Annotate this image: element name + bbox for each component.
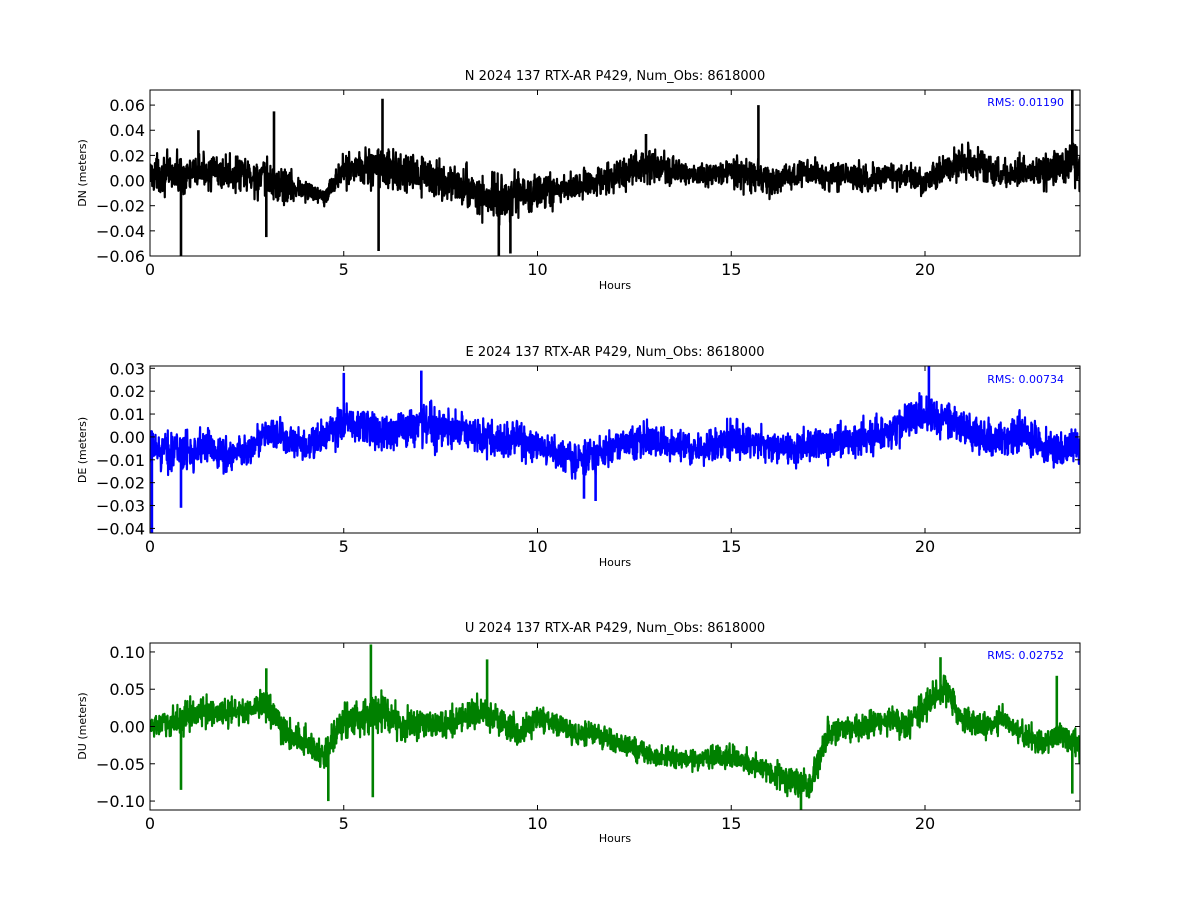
- panel-e-frame: [149, 365, 1081, 534]
- panel-u-ytick-label: −0.10: [96, 792, 145, 811]
- panel-u-ytick-label: 0.10: [109, 643, 145, 662]
- panel-e-title: E 2024 137 RTX-AR P429, Num_Obs: 8618000: [466, 345, 765, 360]
- panel-n-xtick-label: 15: [721, 260, 741, 279]
- panel-n-series: [150, 90, 1080, 256]
- panel-n-ylabel: DN (meters): [76, 139, 89, 207]
- panel-n-frame: [149, 89, 1081, 257]
- panel-e-xtick-label: 10: [527, 537, 547, 556]
- panel-e-xtick-label: 15: [721, 537, 741, 556]
- panel-e-series-line: [150, 392, 1080, 480]
- panel-e-ytick-label: 0.00: [109, 428, 145, 447]
- panel-u-ytick-label: 0.00: [109, 718, 145, 737]
- panel-n-ytick-label: 0.04: [109, 121, 145, 140]
- panel-u: U 2024 137 RTX-AR P429, Num_Obs: 8618000…: [76, 621, 1081, 845]
- panel-u-ytick-label: −0.05: [96, 755, 145, 774]
- panel-u-ylabel: DU (meters): [76, 692, 89, 759]
- panel-n: N 2024 137 RTX-AR P429, Num_Obs: 8618000…: [76, 69, 1081, 292]
- panel-n-ytick-label: −0.06: [96, 247, 145, 266]
- panel-e-ytick-label: −0.03: [96, 497, 145, 516]
- panel-e-ticks: 0 5 10 15 20 −0.04 −0.03 −0.02 −0.01 0.00 0.01 0.02…: [96, 359, 1080, 556]
- panel-n-xtick-label: 5: [339, 260, 349, 279]
- panel-u-ticks: 0 5 10 15 20 −0.10 −0.05 0.00 0.05 0.10: [96, 643, 1080, 833]
- panel-e-series: [150, 366, 1080, 533]
- panel-u-ytick-label: 0.05: [109, 680, 145, 699]
- panel-e-ytick-label: −0.01: [96, 451, 145, 470]
- panel-e-ytick-label: −0.02: [96, 474, 145, 493]
- panel-e-xlabel: Hours: [599, 556, 631, 569]
- panel-e-ytick-label: −0.04: [96, 519, 145, 538]
- panel-n-ticks: 0 5 10 15 20 −0.06 −0.04 −0.02 0.00 0.02 0.04 0.06: [96, 90, 1080, 279]
- panel-e-ytick-label: 0.02: [109, 382, 145, 401]
- panel-n-xtick-label: 20: [915, 260, 935, 279]
- panel-u-xlabel: Hours: [599, 832, 631, 845]
- panel-n-ytick-label: −0.02: [96, 197, 145, 216]
- panel-e-ylabel: DE (meters): [76, 417, 89, 483]
- panel-u-xtick-label: 20: [915, 814, 935, 833]
- panel-e-xtick-label: 5: [339, 537, 349, 556]
- panel-e: E 2024 137 RTX-AR P429, Num_Obs: 8618000…: [76, 345, 1081, 569]
- panel-u-frame: [149, 642, 1081, 811]
- panel-n-ytick-label: 0.02: [109, 146, 145, 165]
- panel-u-xtick-label: 0: [145, 814, 155, 833]
- panel-u-series-line: [150, 674, 1080, 799]
- panel-e-xtick-label: 0: [145, 537, 155, 556]
- panel-n-xlabel: Hours: [599, 279, 631, 292]
- panel-n-ytick-label: 0.06: [109, 96, 145, 115]
- panel-n-ytick-label: 0.00: [109, 172, 145, 191]
- panel-u-xtick-label: 15: [721, 814, 741, 833]
- panel-n-title: N 2024 137 RTX-AR P429, Num_Obs: 8618000: [465, 69, 765, 84]
- panel-u-rms-label: RMS: 0.02752: [987, 649, 1064, 662]
- panel-e-ytick-label: 0.01: [109, 405, 145, 424]
- panel-n-series-line: [150, 141, 1080, 226]
- panel-e-ytick-label: 0.03: [109, 359, 145, 378]
- panel-u-xtick-label: 5: [339, 814, 349, 833]
- panel-e-xtick-label: 20: [915, 537, 935, 556]
- panel-n-rms-label: RMS: 0.01190: [987, 96, 1064, 109]
- panel-n-xtick-label: 0: [145, 260, 155, 279]
- panel-e-rms-label: RMS: 0.00734: [987, 373, 1064, 386]
- panel-u-title: U 2024 137 RTX-AR P429, Num_Obs: 8618000: [465, 621, 765, 636]
- panel-u-xtick-label: 10: [527, 814, 547, 833]
- panel-n-xtick-label: 10: [527, 260, 547, 279]
- panel-n-ytick-label: −0.04: [96, 222, 145, 241]
- panel-u-series: [150, 644, 1080, 810]
